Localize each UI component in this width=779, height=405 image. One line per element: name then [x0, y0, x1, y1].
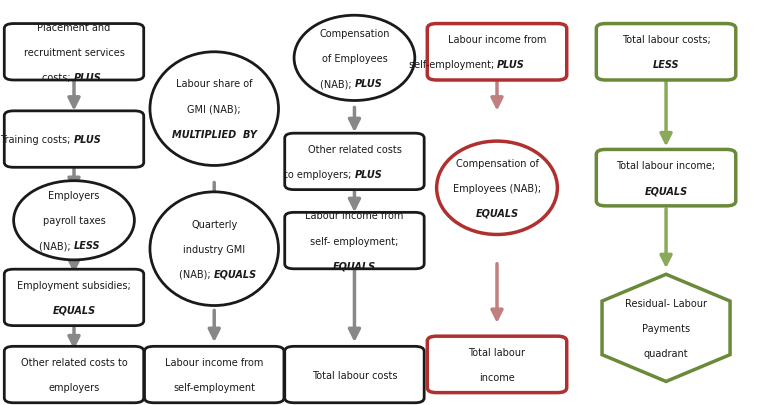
- Text: Employers: Employers: [48, 191, 100, 200]
- Text: to employers;: to employers;: [284, 170, 354, 179]
- Text: EQUALS: EQUALS: [644, 186, 688, 196]
- Text: EQUALS: EQUALS: [475, 209, 519, 218]
- Text: Total labour costs: Total labour costs: [312, 370, 397, 379]
- FancyBboxPatch shape: [5, 346, 143, 403]
- Text: Total labour income;: Total labour income;: [616, 161, 716, 171]
- FancyBboxPatch shape: [5, 270, 143, 326]
- Polygon shape: [602, 275, 730, 382]
- Text: Compensation: Compensation: [319, 29, 390, 38]
- Text: employers: employers: [48, 382, 100, 392]
- Text: Other related costs to: Other related costs to: [20, 357, 128, 367]
- Text: PLUS: PLUS: [354, 170, 382, 179]
- Text: PLUS: PLUS: [74, 73, 102, 83]
- FancyBboxPatch shape: [5, 24, 143, 81]
- FancyBboxPatch shape: [284, 134, 424, 190]
- Text: Employment subsidies;: Employment subsidies;: [17, 280, 131, 290]
- Text: Placement and: Placement and: [37, 23, 111, 32]
- Text: payroll taxes: payroll taxes: [43, 216, 105, 226]
- Text: (NAB);: (NAB);: [179, 269, 214, 279]
- FancyBboxPatch shape: [284, 346, 424, 403]
- Ellipse shape: [294, 16, 414, 101]
- Ellipse shape: [150, 192, 279, 306]
- Text: quadrant: quadrant: [643, 348, 689, 358]
- FancyBboxPatch shape: [284, 213, 424, 269]
- Text: Quarterly: Quarterly: [191, 219, 238, 229]
- Text: Payments: Payments: [642, 323, 690, 333]
- Text: Labour share of: Labour share of: [176, 79, 252, 89]
- Text: Other related costs: Other related costs: [308, 145, 401, 154]
- Text: EQUALS: EQUALS: [333, 261, 376, 271]
- Text: PLUS: PLUS: [354, 79, 382, 89]
- Text: Labour income from: Labour income from: [448, 35, 546, 45]
- Text: self-employment;: self-employment;: [409, 60, 497, 70]
- Ellipse shape: [436, 142, 557, 235]
- Text: GMI (NAB);: GMI (NAB);: [188, 104, 241, 114]
- FancyBboxPatch shape: [5, 111, 143, 168]
- Text: Total labour: Total labour: [468, 347, 526, 357]
- Text: MULTIPLIED  BY: MULTIPLIED BY: [172, 130, 256, 139]
- Text: (NAB);: (NAB);: [319, 79, 354, 89]
- Text: PLUS: PLUS: [497, 60, 525, 70]
- FancyBboxPatch shape: [596, 24, 735, 81]
- Text: EQUALS: EQUALS: [52, 305, 96, 315]
- Text: Labour income from: Labour income from: [305, 211, 404, 221]
- Text: (NAB);: (NAB);: [39, 241, 74, 251]
- Text: recruitment services: recruitment services: [23, 48, 125, 58]
- FancyBboxPatch shape: [427, 336, 567, 393]
- FancyBboxPatch shape: [596, 150, 735, 206]
- Text: self-employment: self-employment: [173, 382, 256, 392]
- Text: LESS: LESS: [653, 60, 679, 70]
- Text: industry GMI: industry GMI: [183, 244, 245, 254]
- Text: self- employment;: self- employment;: [310, 236, 399, 246]
- Text: of Employees: of Employees: [322, 54, 387, 64]
- Text: Compensation of: Compensation of: [456, 158, 538, 168]
- Text: income: income: [479, 372, 515, 382]
- Text: EQUALS: EQUALS: [214, 269, 257, 279]
- FancyBboxPatch shape: [145, 346, 284, 403]
- Text: PLUS: PLUS: [74, 135, 102, 145]
- Text: Total labour costs;: Total labour costs;: [622, 35, 710, 45]
- Text: LESS: LESS: [74, 241, 100, 251]
- Ellipse shape: [150, 53, 279, 166]
- Text: costs;: costs;: [42, 73, 74, 83]
- Text: Residual- Labour: Residual- Labour: [625, 298, 707, 308]
- Text: Labour income from: Labour income from: [165, 357, 263, 367]
- Ellipse shape: [13, 181, 134, 260]
- Text: Employees (NAB);: Employees (NAB);: [453, 183, 541, 193]
- Text: Training costs;: Training costs;: [1, 135, 74, 145]
- FancyBboxPatch shape: [427, 24, 567, 81]
